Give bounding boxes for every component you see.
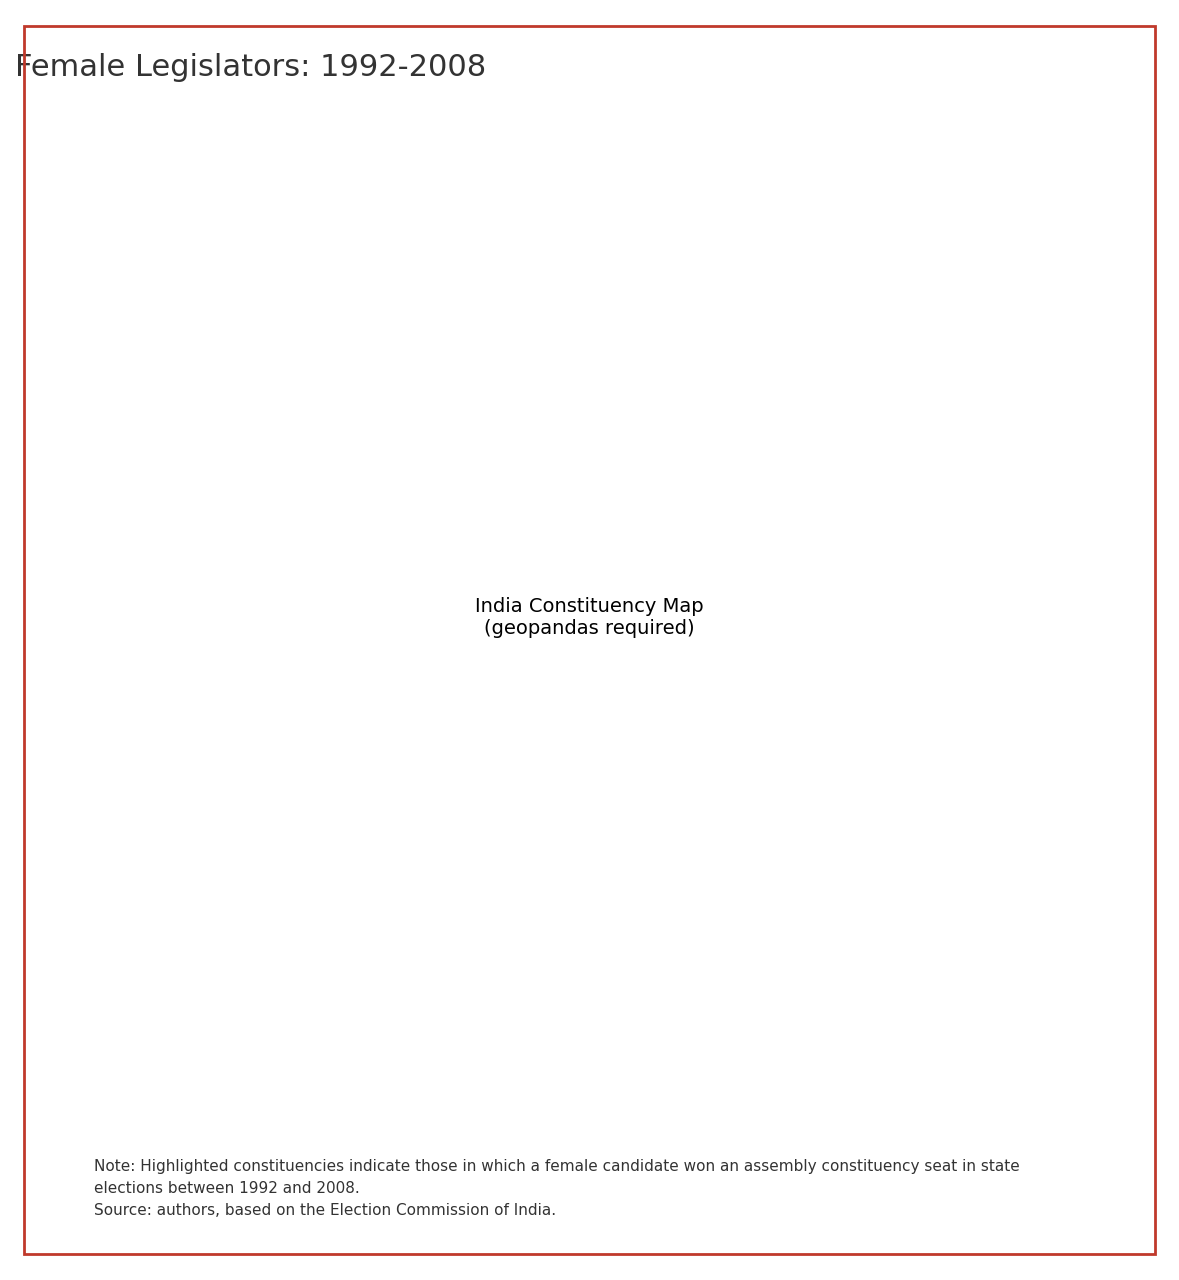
Text: Source: authors, based on the Election Commission of India.: Source: authors, based on the Election C… (94, 1203, 556, 1217)
Text: Female Legislators: 1992-2008: Female Legislators: 1992-2008 (15, 54, 486, 82)
Text: elections between 1992 and 2008.: elections between 1992 and 2008. (94, 1181, 360, 1196)
Text: India Constituency Map
(geopandas required): India Constituency Map (geopandas requir… (475, 596, 704, 637)
Text: Note: Highlighted constituencies indicate those in which a female candidate won : Note: Highlighted constituencies indicat… (94, 1160, 1020, 1174)
